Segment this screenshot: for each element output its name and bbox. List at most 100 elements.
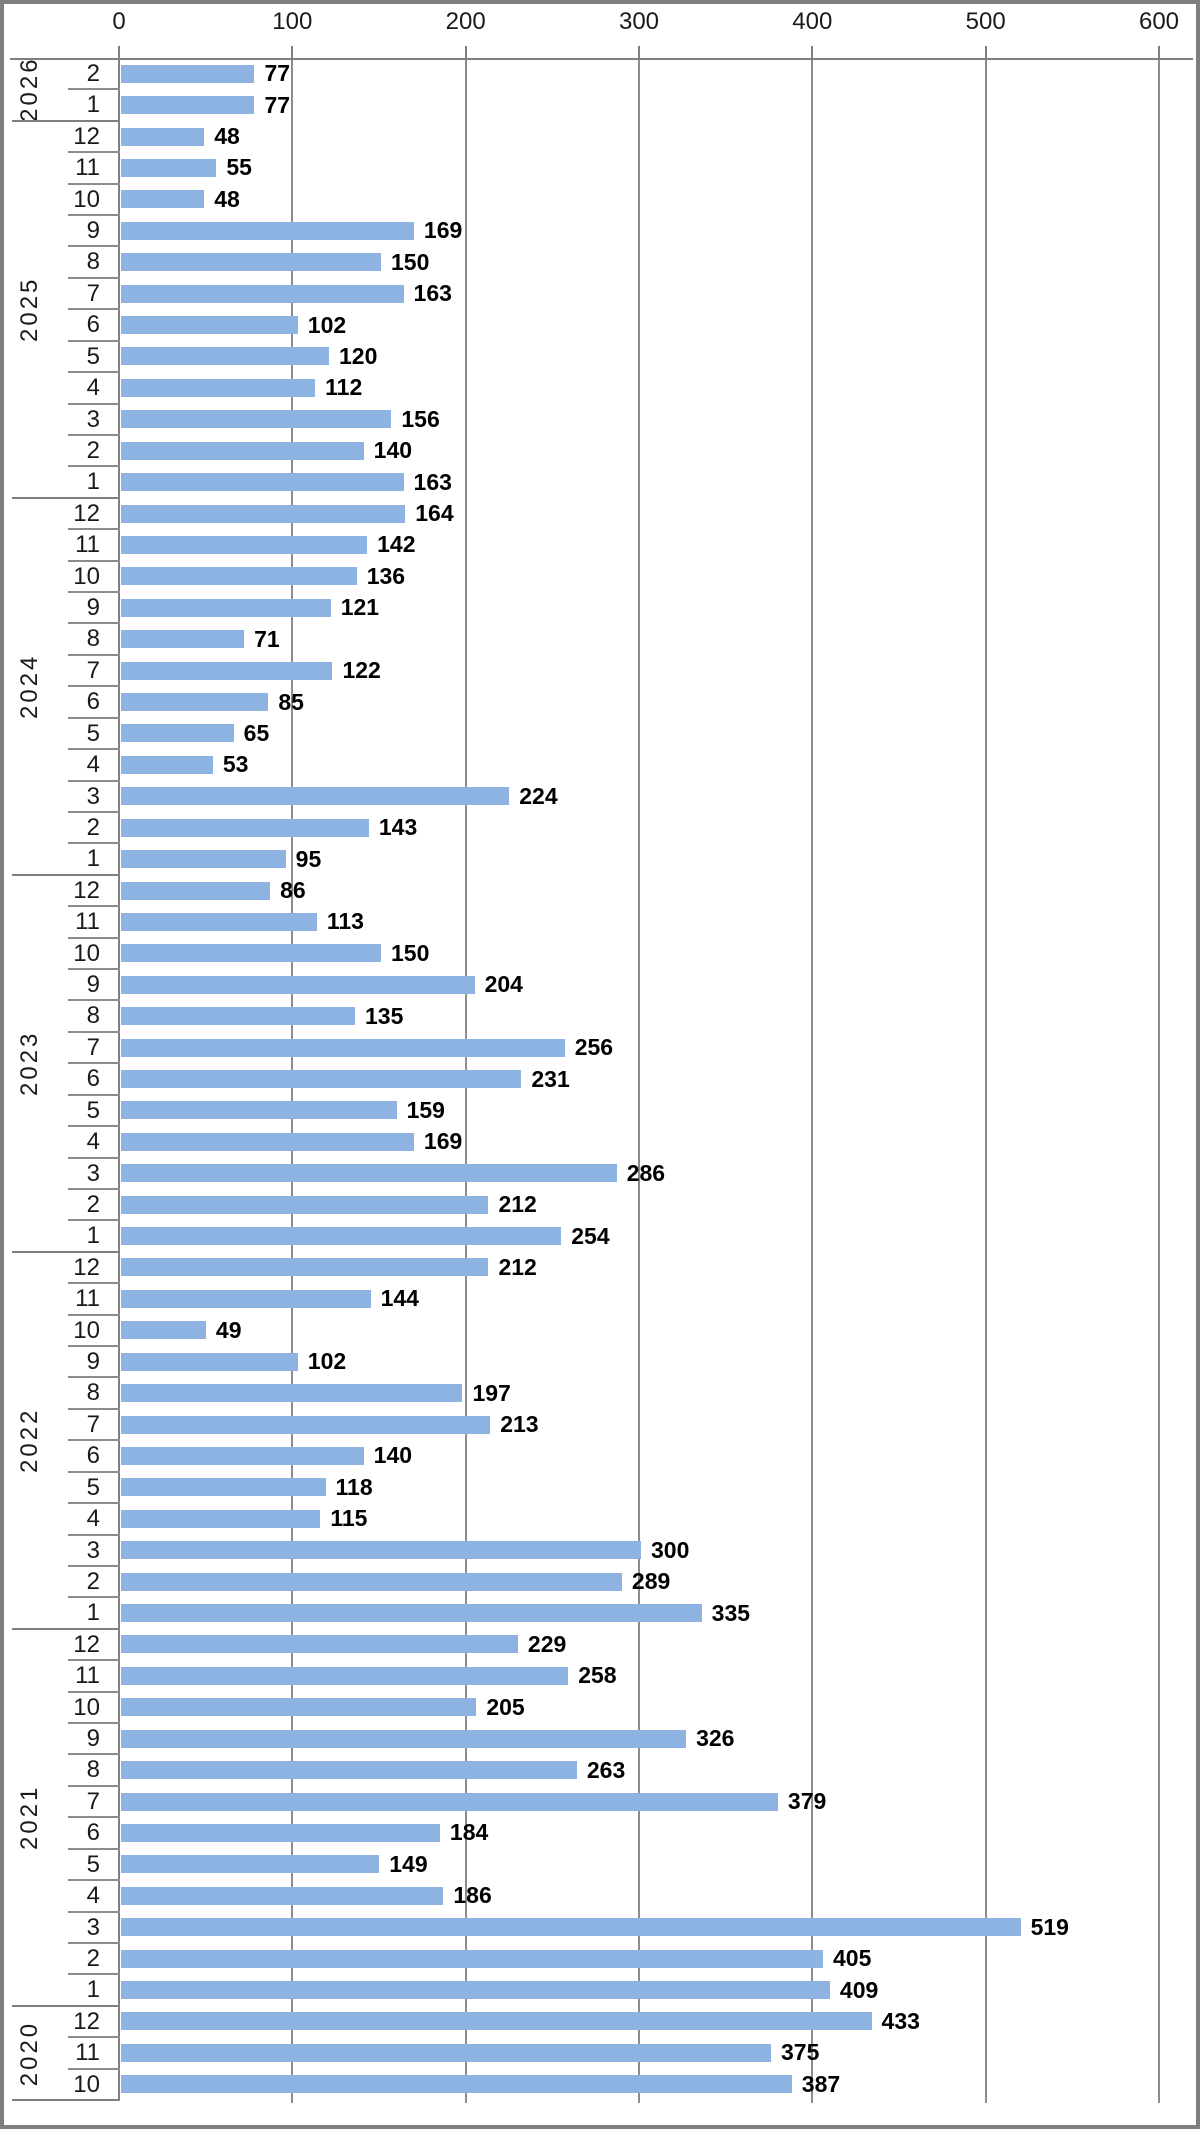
year-separator: [12, 2004, 120, 2007]
month-separator: [68, 1470, 120, 1473]
month-label: 10: [73, 939, 100, 967]
value-label: 135: [365, 1002, 404, 1029]
bar: [121, 1855, 380, 1874]
month-label: 8: [86, 1379, 100, 1407]
x-axis-tick-label: 100: [272, 8, 313, 35]
value-label: 118: [335, 1473, 373, 1500]
value-label: 335: [711, 1599, 751, 1626]
year-group-label: 2024: [16, 653, 43, 719]
bar: [121, 1541, 641, 1560]
bar: [121, 1509, 321, 1528]
value-label: 136: [366, 562, 406, 589]
value-label: 102: [307, 311, 347, 338]
bar: [121, 504, 406, 523]
month-label: 9: [86, 594, 100, 622]
value-label: 229: [527, 1630, 567, 1657]
bar: [121, 221, 414, 240]
month-separator: [68, 182, 120, 185]
value-label: 113: [326, 908, 364, 935]
month-label: 7: [86, 1033, 100, 1061]
value-label: 159: [406, 1096, 445, 1123]
month-label: 4: [86, 1128, 100, 1156]
value-label: 224: [519, 782, 558, 809]
bar: [121, 1572, 622, 1591]
bar: [121, 1446, 364, 1465]
month-label: 9: [86, 1348, 100, 1376]
month-label: 1: [86, 1222, 100, 1250]
month-label: 1: [86, 468, 100, 496]
month-separator: [68, 1156, 120, 1159]
month-separator: [68, 1062, 120, 1065]
value-label: 300: [651, 1536, 690, 1563]
value-label: 258: [578, 1662, 617, 1689]
value-label: 140: [373, 1442, 413, 1469]
value-label: 144: [380, 1285, 419, 1312]
month-separator: [68, 88, 120, 91]
month-separator: [68, 1345, 120, 1348]
x-axis-tick-label: 300: [618, 8, 660, 35]
x-axis-tick-mark: [638, 46, 640, 58]
bar: [121, 410, 392, 429]
bar: [121, 1918, 1021, 1937]
month-separator: [68, 1407, 120, 1410]
month-label: 12: [73, 2007, 100, 2035]
value-label: 149: [389, 1850, 428, 1877]
bar: [121, 190, 205, 209]
month-separator: [68, 151, 120, 154]
month-label: 2: [86, 1944, 100, 1972]
month-separator: [68, 1313, 120, 1316]
month-separator: [68, 936, 120, 939]
x-axis-tick-mark: [464, 46, 467, 58]
month-label: 3: [86, 1536, 100, 1564]
month-separator: [68, 1659, 120, 1662]
month-separator: [68, 1973, 120, 1976]
year-group-label: 2023: [16, 1030, 43, 1096]
month-label: 8: [86, 248, 100, 276]
year-separator: [12, 119, 120, 122]
month-label: 4: [86, 751, 100, 779]
bar: [121, 441, 364, 460]
value-label: 289: [631, 1568, 671, 1595]
value-label: 164: [415, 500, 454, 527]
value-label: 409: [839, 1976, 879, 2003]
bar: [121, 473, 404, 492]
value-label: 49: [215, 1316, 242, 1343]
bar: [121, 347, 329, 366]
month-separator: [68, 653, 120, 656]
bar: [121, 1132, 414, 1151]
bar: [121, 975, 475, 994]
value-label: 86: [280, 877, 306, 903]
month-label: 5: [86, 342, 100, 370]
value-label: 256: [574, 1034, 614, 1061]
month-label: 11: [75, 1662, 100, 1690]
bar: [121, 1478, 326, 1497]
month-separator: [68, 465, 120, 468]
month-label: 2: [86, 1567, 100, 1595]
month-label: 10: [73, 1693, 100, 1721]
value-axis-line: [118, 58, 120, 2100]
value-label: 71: [254, 625, 280, 652]
month-separator: [68, 214, 120, 217]
month-separator: [68, 1879, 120, 1882]
month-label: 4: [86, 374, 100, 402]
value-label: 120: [339, 342, 378, 369]
value-label: 184: [449, 1819, 489, 1846]
month-label: 10: [73, 185, 100, 213]
value-label: 112: [325, 374, 363, 401]
month-separator: [68, 528, 120, 531]
month-label: 7: [86, 279, 100, 307]
value-label: 433: [881, 2007, 920, 2034]
month-label: 1: [86, 91, 100, 119]
value-label: 142: [377, 531, 416, 558]
value-label: 212: [498, 1191, 537, 1218]
bar: [121, 818, 369, 837]
month-label: 9: [86, 1725, 100, 1752]
month-label: 7: [86, 1410, 100, 1438]
month-separator: [68, 276, 120, 279]
x-axis-tick-label: 0: [112, 8, 126, 35]
month-separator: [68, 685, 120, 688]
value-label: 212: [498, 1253, 537, 1280]
year-separator: [12, 1250, 120, 1253]
month-separator: [68, 1282, 120, 1285]
value-label: 48: [214, 123, 240, 150]
